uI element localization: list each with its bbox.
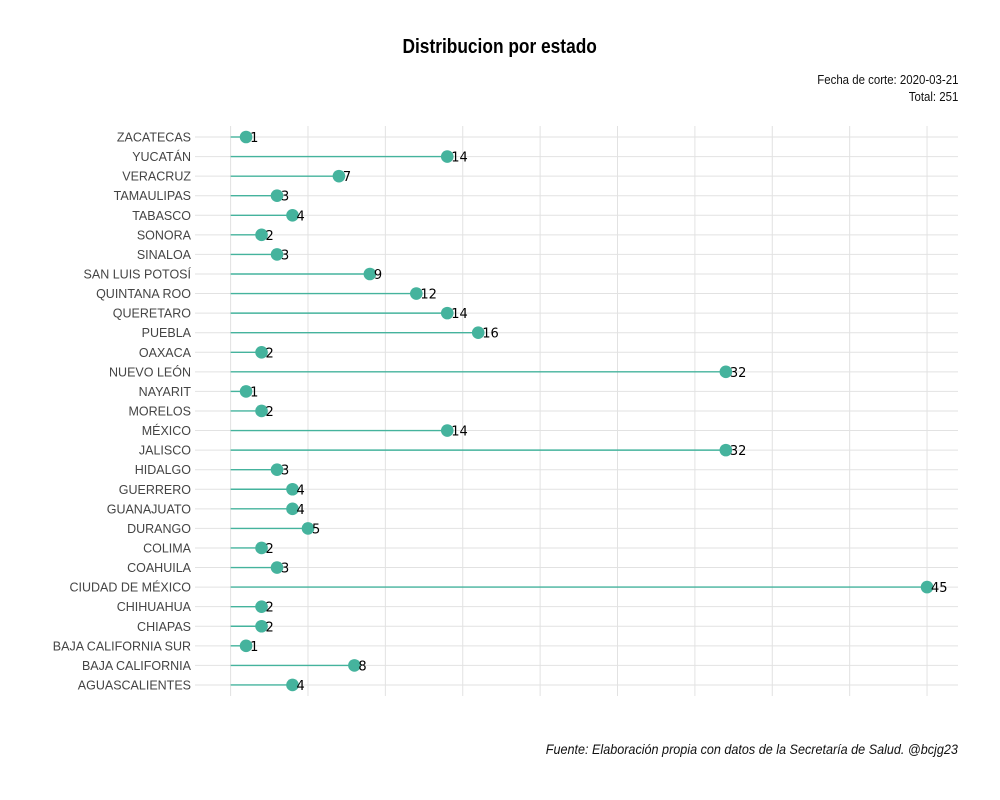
lollipop-point: [440, 150, 454, 163]
y-tick-label: AGUASCALIENTES: [78, 678, 191, 692]
lollipop-point: [270, 561, 284, 574]
y-tick-label: NUEVO LEÓN: [109, 364, 191, 379]
data-label: 1: [250, 385, 258, 400]
data-label: 32: [730, 444, 747, 459]
grid: [195, 126, 958, 696]
lollipop-point: [239, 385, 253, 398]
lollipop-point: [332, 169, 346, 183]
data-label: 8: [358, 659, 366, 674]
data-label: 5: [312, 522, 320, 537]
source-caption: Fuente: Elaboración propia con datos de …: [545, 741, 958, 757]
y-tick-label: BAJA CALIFORNIA: [82, 659, 192, 673]
lollipop-point: [270, 248, 284, 261]
y-tick-label: SAN LUIS POTOSÍ: [84, 266, 192, 281]
y-tick-label: CHIHUAHUA: [117, 600, 192, 614]
lollipop-point: [286, 208, 299, 222]
y-tick-label: DURANGO: [127, 522, 191, 536]
y-tick-label: HIDALGO: [135, 463, 192, 477]
y-tick-label: TAMAULIPAS: [114, 189, 191, 203]
data-label: 45: [931, 581, 948, 596]
cutoff-date-label: Fecha de corte: 2020-03-21: [816, 72, 958, 87]
data-label: 14: [451, 425, 468, 440]
y-tick-label: COAHUILA: [127, 561, 192, 575]
y-tick-label: GUERRERO: [119, 483, 192, 497]
data-label: 14: [451, 151, 468, 166]
lollipop-point: [239, 639, 253, 653]
data-label: 4: [297, 209, 305, 224]
y-tick-label: BAJA CALIFORNIA SUR: [53, 639, 191, 653]
lollipop-point: [410, 287, 423, 300]
data-label: 3: [281, 464, 289, 479]
y-tick-label: YUCATÁN: [132, 149, 191, 164]
data-label: 2: [266, 542, 274, 557]
lollipop-point: [440, 306, 454, 320]
data-label: 3: [281, 248, 289, 263]
lollipop-point: [286, 678, 299, 692]
data-label: 7: [343, 170, 351, 185]
data-label: 1: [250, 640, 258, 655]
y-tick-label: SONORA: [137, 228, 192, 242]
y-tick-label: QUERETARO: [113, 307, 192, 321]
lollipop-point: [719, 365, 733, 379]
y-tick-label: CHIAPAS: [137, 620, 191, 634]
lollipop-point: [471, 326, 485, 340]
y-tick-label: MORELOS: [128, 404, 191, 418]
lollipop-point: [286, 502, 299, 516]
y-tick-label: PUEBLA: [142, 326, 192, 340]
lollipop-point: [363, 267, 377, 281]
y-tick-label: SINALOA: [137, 248, 192, 262]
y-tick-label: TABASCO: [132, 209, 191, 223]
lollipop-point: [255, 345, 268, 359]
data-label: 2: [266, 346, 274, 361]
data-label: 2: [266, 405, 274, 420]
y-tick-label: JALISCO: [139, 444, 191, 458]
y-tick-label: NAYARIT: [139, 385, 192, 399]
lollipop-point: [239, 130, 253, 144]
data-label: 2: [266, 601, 274, 616]
lollipop-point: [920, 580, 934, 594]
lollipop-point: [255, 228, 268, 242]
y-tick-label: OAXACA: [139, 346, 192, 360]
data-label: 32: [730, 366, 747, 381]
y-tick-label: QUINTANA ROO: [96, 287, 191, 301]
data-label: 3: [281, 190, 289, 205]
y-tick-label: VERACRUZ: [122, 170, 191, 184]
lollipop-point: [301, 522, 315, 535]
total-label: Total: 251: [908, 89, 958, 104]
data-label: 4: [297, 503, 305, 518]
data-label: 4: [297, 679, 305, 694]
data-label: 16: [482, 327, 499, 342]
lollipop-point: [270, 463, 284, 476]
y-tick-label: MÉXICO: [142, 423, 192, 438]
lollipop-point: [270, 189, 284, 203]
y-tick-label: CIUDAD DE MÉXICO: [69, 580, 191, 595]
data-label: 4: [297, 483, 305, 498]
lollipop-point: [255, 541, 268, 555]
lollipop-point: [255, 404, 268, 418]
y-tick-label: ZACATECAS: [117, 131, 191, 145]
data-label: 1: [250, 131, 258, 146]
data-label: 12: [420, 288, 437, 303]
lollipop-point: [719, 443, 733, 457]
chart-title: Distribucion por estado: [402, 36, 597, 58]
lollipop-point: [440, 424, 454, 437]
data-label: 2: [266, 620, 274, 635]
lollipop-point: [286, 482, 299, 496]
data-label: 3: [281, 562, 289, 577]
data-label: 2: [266, 229, 274, 244]
lollipop-point: [255, 600, 268, 613]
y-tick-label: COLIMA: [143, 541, 192, 555]
data-label: 14: [451, 307, 468, 322]
lollipop-point: [348, 659, 361, 672]
y-tick-label: GUANAJUATO: [107, 502, 192, 516]
data-label: 9: [374, 268, 382, 283]
lollipop-point: [255, 619, 268, 633]
